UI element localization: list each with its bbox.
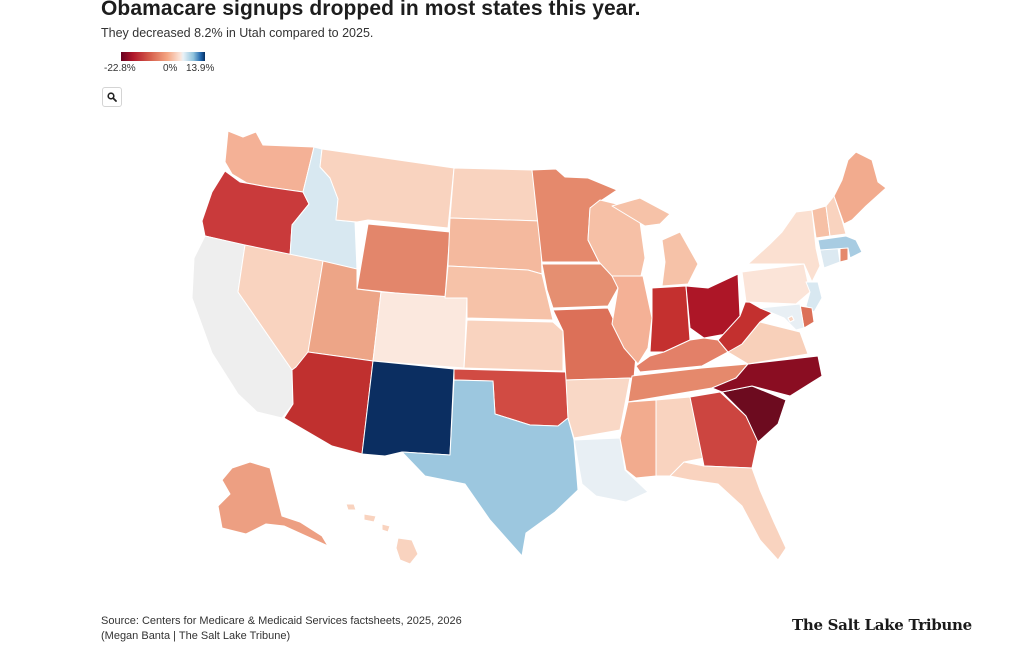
legend-min-label: -22.8% — [104, 63, 136, 74]
state-new-hampshire[interactable] — [825, 195, 847, 237]
state-kentucky[interactable] — [635, 337, 729, 373]
state-indiana[interactable] — [649, 285, 691, 353]
state-rhode-island[interactable] — [839, 247, 849, 263]
state-texas[interactable] — [401, 379, 579, 557]
magnifier-icon — [107, 92, 117, 102]
page-title: Obamacare signups dropped in most states… — [101, 0, 641, 20]
legend-mid-label: 0% — [163, 63, 178, 74]
state-montana[interactable] — [319, 148, 455, 229]
state-north-dakota[interactable] — [449, 167, 541, 222]
state-arizona[interactable] — [283, 351, 374, 455]
state-kansas[interactable] — [463, 319, 564, 372]
state-wisconsin[interactable] — [587, 199, 646, 277]
color-legend: -22.8% 0% 13.9% — [104, 50, 224, 80]
state-florida[interactable] — [669, 461, 787, 561]
state-south-dakota[interactable] — [447, 217, 543, 275]
state-wyoming[interactable] — [356, 223, 451, 299]
state-new-mexico[interactable] — [361, 360, 455, 457]
state-colorado[interactable] — [372, 291, 468, 369]
tribune-logo: The Salt Lake Tribune — [792, 616, 972, 634]
state-pennsylvania[interactable] — [741, 263, 811, 305]
source-text: Source: Centers for Medicare & Medicaid … — [101, 615, 462, 627]
state-mississippi[interactable] — [619, 399, 657, 479]
state-massachusetts[interactable] — [817, 235, 863, 259]
state-alaska[interactable] — [217, 461, 329, 547]
state-maryland[interactable] — [759, 303, 805, 331]
credit-text: (Megan Banta | The Salt Lake Tribune) — [101, 630, 291, 642]
page-subtitle: They decreased 8.2% in Utah compared to … — [101, 26, 374, 40]
legend-max-label: 13.9% — [186, 63, 215, 74]
state-dc[interactable] — [787, 315, 795, 323]
state-nebraska[interactable] — [444, 265, 554, 321]
source-note: Source: Centers for Medicare & Medicaid … — [101, 614, 462, 644]
state-new-jersey[interactable] — [805, 281, 823, 313]
state-hawaii[interactable] — [345, 503, 419, 565]
state-michigan[interactable] — [611, 197, 699, 287]
legend-gradient — [121, 52, 205, 61]
state-connecticut[interactable] — [819, 247, 841, 269]
zoom-button[interactable] — [102, 87, 122, 107]
state-maine[interactable] — [833, 151, 887, 225]
state-new-york[interactable] — [747, 209, 821, 283]
state-arkansas[interactable] — [565, 377, 631, 439]
state-north-carolina[interactable] — [711, 355, 823, 397]
state-minnesota[interactable] — [531, 168, 618, 263]
